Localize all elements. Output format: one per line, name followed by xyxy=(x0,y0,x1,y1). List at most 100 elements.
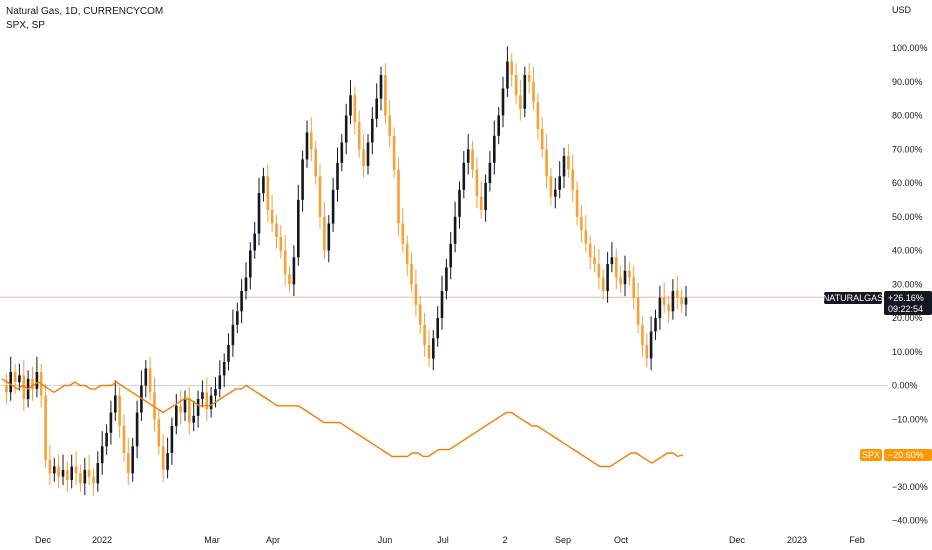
candle-body xyxy=(340,142,344,163)
compare-symbol-title[interactable]: SPX, SP xyxy=(6,20,45,31)
candle-body xyxy=(336,162,339,190)
y-tick-label: 90.00% xyxy=(892,77,923,87)
candle-body xyxy=(48,459,52,474)
candle-body xyxy=(222,361,226,376)
candle-body xyxy=(606,264,609,291)
candle-body xyxy=(314,149,317,177)
candle-body xyxy=(514,75,518,96)
candle-body xyxy=(61,469,65,477)
candle-body xyxy=(209,395,213,410)
candle-body xyxy=(109,412,113,433)
x-tick-label: 2 xyxy=(502,535,507,545)
candle-body xyxy=(501,88,505,116)
candle-body xyxy=(318,176,322,217)
x-tick-label: Jul xyxy=(437,535,449,545)
natgas-name-label: NATURALGAS xyxy=(823,293,883,303)
candle-body xyxy=(449,243,452,268)
candle-body xyxy=(218,375,222,389)
x-axis[interactable]: Dec 2022 Mar Apr Jun Jul 2 Sep Oct Dec 2023 Feb xyxy=(35,535,865,545)
candle-body xyxy=(79,473,82,484)
x-tick-label: 2022 xyxy=(92,535,112,545)
candle-body xyxy=(305,132,309,160)
candle-body xyxy=(519,95,522,109)
candle-body xyxy=(405,243,409,265)
candle-body xyxy=(680,297,683,305)
y-tick-label: 100.00% xyxy=(892,43,928,53)
candle-body xyxy=(205,392,209,410)
candle-body xyxy=(362,149,365,167)
candle-body xyxy=(371,118,374,143)
y-tick-label: −10.00% xyxy=(892,414,928,424)
candle-body xyxy=(571,169,574,190)
x-tick-label: Oct xyxy=(614,535,629,545)
candle-body xyxy=(253,233,256,251)
candle-body xyxy=(401,223,405,244)
candle-body xyxy=(658,297,662,319)
candle-body xyxy=(166,453,169,470)
candle-body xyxy=(266,176,270,211)
candle-body xyxy=(192,415,195,423)
candle-body xyxy=(131,446,134,474)
candle-body xyxy=(414,284,418,305)
candle-body xyxy=(580,216,583,231)
candle-body xyxy=(22,375,26,399)
candle-body xyxy=(493,135,496,163)
candle-body xyxy=(597,264,601,278)
candle-body xyxy=(240,291,243,312)
candle-body xyxy=(471,149,474,170)
candle-body xyxy=(462,162,466,190)
candle-body xyxy=(231,324,235,346)
candle-body xyxy=(667,304,670,312)
candle-body xyxy=(244,277,248,291)
candle-body xyxy=(135,412,139,447)
x-tick-label: Dec xyxy=(729,535,746,545)
candle-body xyxy=(366,142,370,167)
candle-body xyxy=(127,453,130,474)
y-tick-label: 60.00% xyxy=(892,178,923,188)
countdown-label: 09:22:54 xyxy=(888,304,923,314)
candle-body xyxy=(53,466,56,474)
x-tick-label: Sep xyxy=(555,535,571,545)
candle-body xyxy=(66,469,69,480)
candle-body xyxy=(297,199,300,258)
candle-body xyxy=(144,368,148,386)
candle-body xyxy=(357,122,361,150)
candle-body xyxy=(227,345,230,362)
candle-body xyxy=(575,189,579,217)
candle-body xyxy=(545,149,548,177)
candle-body xyxy=(388,115,391,136)
candle-body xyxy=(5,385,8,393)
candle-body xyxy=(440,291,444,318)
x-tick-label: Mar xyxy=(204,535,220,545)
y-tick-label: 0.00% xyxy=(892,381,918,391)
candle-body xyxy=(379,75,383,99)
candle-body xyxy=(44,395,47,460)
candle-body xyxy=(179,405,182,413)
candle-body xyxy=(384,75,387,116)
candle-body xyxy=(418,304,422,325)
candle-body xyxy=(497,115,500,136)
candle-body xyxy=(506,61,509,89)
candle-body xyxy=(423,324,426,346)
candle-body xyxy=(558,176,561,190)
y-tick-label: 10.00% xyxy=(892,347,923,357)
candle-body xyxy=(292,257,296,285)
candle-body xyxy=(262,176,265,194)
candle-body xyxy=(236,311,239,325)
candle-body xyxy=(436,318,439,339)
candle-body xyxy=(549,176,553,197)
candle-body xyxy=(35,372,39,389)
candle-body xyxy=(375,98,378,119)
candle-body xyxy=(475,169,479,197)
candle-body xyxy=(331,189,335,224)
candle-body xyxy=(588,243,592,258)
candle-body xyxy=(31,378,34,389)
natgas-value-label: +26.16% xyxy=(888,293,924,303)
candle-body xyxy=(310,132,313,150)
candle-body xyxy=(684,297,688,305)
symbol-title[interactable]: Natural Gas, 1D, CURRENCYCOM xyxy=(6,6,164,17)
candle-body xyxy=(70,466,73,480)
y-tick-label: 20.00% xyxy=(892,313,923,323)
candle-body xyxy=(567,156,570,170)
